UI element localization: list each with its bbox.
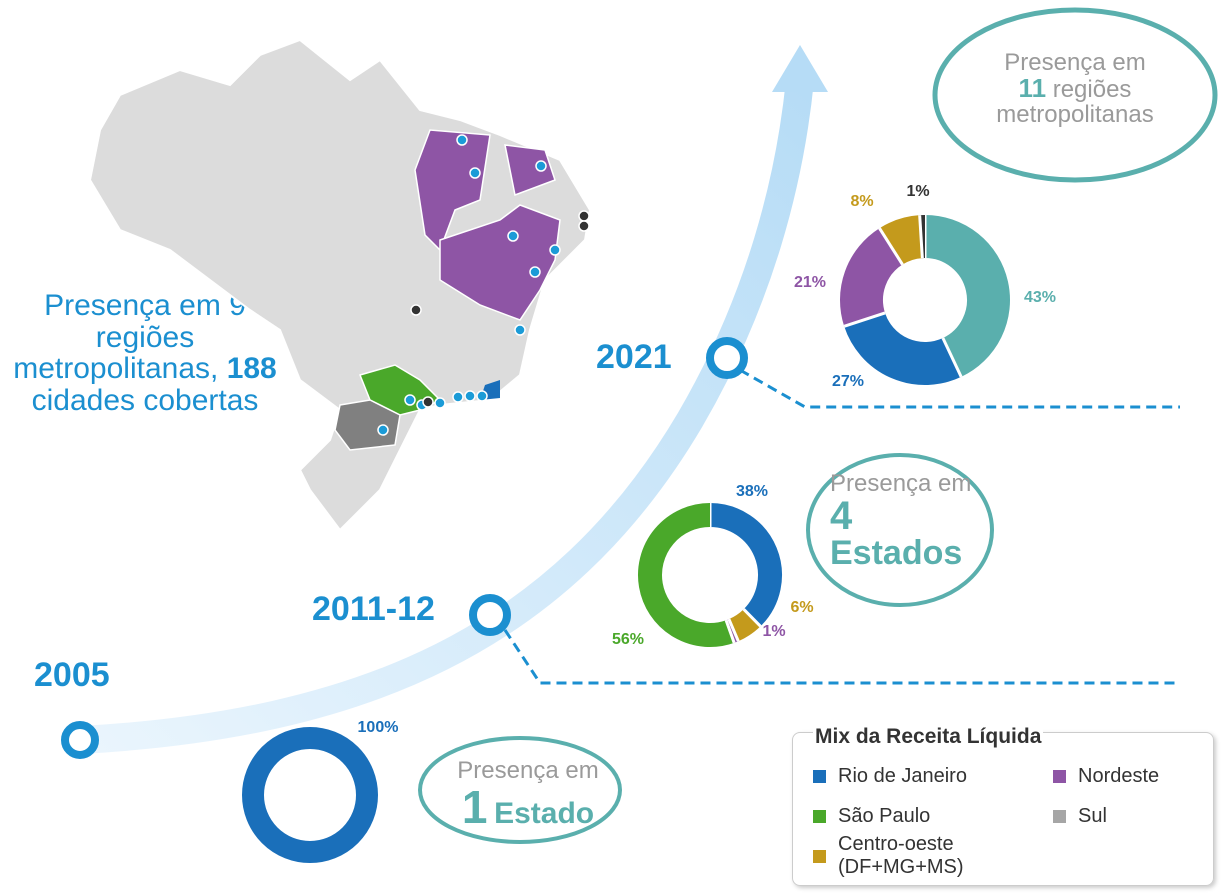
donut-segment	[638, 503, 735, 647]
segment-gap	[724, 619, 736, 644]
year-label: 2021	[596, 338, 672, 376]
text: Presença em	[830, 470, 972, 497]
legend-label: São Paulo	[838, 805, 931, 827]
city-dots	[377, 134, 561, 436]
text: regiões metropolitanas	[996, 76, 1154, 129]
legend-label: Nordeste	[1078, 765, 1160, 787]
data-label: 43%	[1024, 289, 1056, 306]
data-label: 100%	[358, 719, 399, 736]
legend-swatch	[813, 849, 826, 863]
donut-segment	[924, 215, 1010, 377]
legend-item: Nordeste	[1053, 765, 1226, 788]
segment-gap	[941, 337, 963, 378]
legend-item: Sul	[1053, 805, 1226, 828]
region-nordeste	[414, 129, 491, 252]
legend-item: São Paulo	[813, 805, 1013, 828]
text: Presença em	[1004, 49, 1146, 76]
highlight-ellipse	[806, 453, 994, 607]
segment-gap	[878, 227, 904, 266]
region-nordeste	[439, 204, 561, 321]
donut-segment	[709, 503, 782, 627]
data-label: 27%	[832, 373, 864, 390]
data-label: 1%	[906, 183, 929, 200]
legend-swatch	[813, 770, 826, 783]
year-label: 2011-12	[312, 590, 435, 628]
legend-item: Rio de Janeiro	[813, 765, 1013, 788]
donut-segment	[840, 228, 904, 327]
donut-segment	[242, 727, 378, 863]
text: Presença em	[457, 757, 599, 784]
data-label: 1%	[762, 623, 785, 640]
text: Presença em	[44, 289, 221, 322]
legend-swatch	[1053, 810, 1066, 823]
number: 11	[1018, 73, 1047, 104]
year-label: 2005	[34, 656, 110, 694]
data-label: 38%	[736, 483, 768, 500]
presence-text: Presença em 11 regiões metropolitanas	[960, 50, 1190, 128]
legend-label: Rio de Janeiro	[838, 765, 967, 787]
legend-swatch	[813, 810, 826, 823]
segment-gap	[727, 618, 740, 642]
number: 1	[461, 781, 488, 834]
legend-label: Sul	[1078, 805, 1107, 827]
text: cidades cobertas	[31, 383, 259, 417]
text: Estados	[830, 534, 963, 572]
number: 188	[226, 352, 277, 385]
region-nordeste	[504, 144, 556, 197]
legend-title: Mix da Receita Líquida	[813, 725, 1044, 749]
data-label: 56%	[612, 631, 644, 648]
timeline-arc	[79, 78, 814, 754]
timeline-node	[469, 594, 511, 636]
city-dots	[410, 210, 590, 408]
legend-item: Centro-oeste (DF+MG+MS)	[813, 833, 983, 879]
highlight-ellipse	[932, 7, 1218, 183]
timeline-node	[706, 337, 748, 379]
data-label: 21%	[794, 274, 826, 291]
arrow-head	[772, 45, 828, 92]
segment-gap	[843, 311, 886, 328]
text: regiões metropolitanas,	[13, 320, 219, 385]
text: Estado	[494, 797, 595, 831]
presence-text: Presença em 1 Estado	[428, 758, 628, 831]
segment-gap	[918, 215, 924, 259]
legend-swatch	[1053, 770, 1066, 783]
donut-segment	[844, 312, 962, 385]
dashed-line	[503, 629, 1175, 685]
legend-label: Centro-oeste (DF+MG+MS)	[838, 833, 964, 878]
map	[88, 38, 592, 532]
segment-gap	[742, 608, 762, 628]
donut-segment	[728, 608, 761, 642]
dashed-line	[739, 368, 1180, 409]
presence-text: Presença em 4 Estados	[830, 470, 1010, 572]
donut-segment	[879, 215, 924, 266]
legend: Mix da Receita Líquida Rio de Janeiro Nor…	[792, 725, 1214, 886]
highlight-ellipse	[418, 736, 622, 844]
data-label: 8%	[850, 193, 873, 210]
timeline-node	[61, 721, 99, 759]
map-text: Presença em 9 regiões metropolitanas, 18…	[10, 290, 280, 416]
number: 4	[830, 494, 853, 538]
data-label: 6%	[790, 599, 813, 616]
region-sul	[334, 399, 401, 451]
